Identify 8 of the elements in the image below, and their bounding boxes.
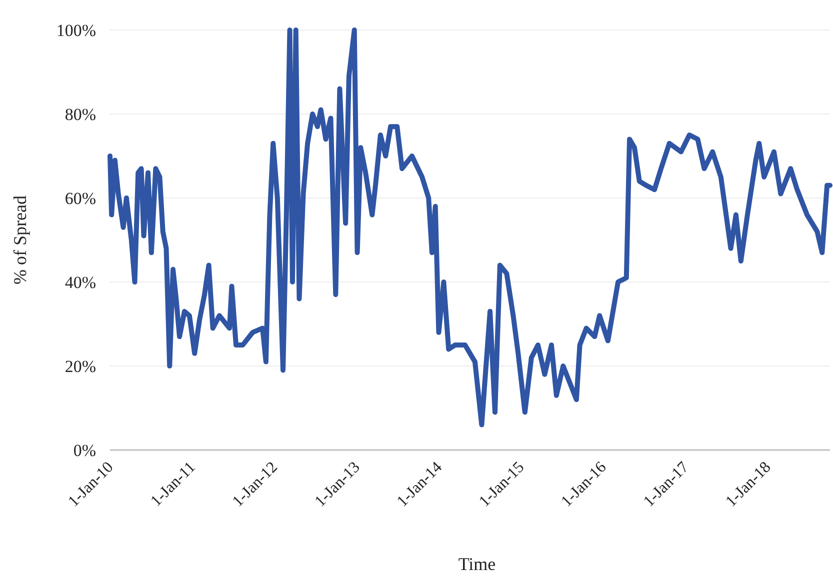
y-tick-label: 100% <box>56 20 96 40</box>
x-axis-title: Time <box>458 554 496 574</box>
y-axis-title: % of Spread <box>10 196 30 284</box>
y-tick-label: 60% <box>64 188 96 208</box>
y-tick-label: 80% <box>64 104 96 124</box>
y-tick-label: 20% <box>64 356 96 376</box>
y-tick-label: 0% <box>73 440 96 460</box>
y-tick-label: 40% <box>64 272 96 292</box>
